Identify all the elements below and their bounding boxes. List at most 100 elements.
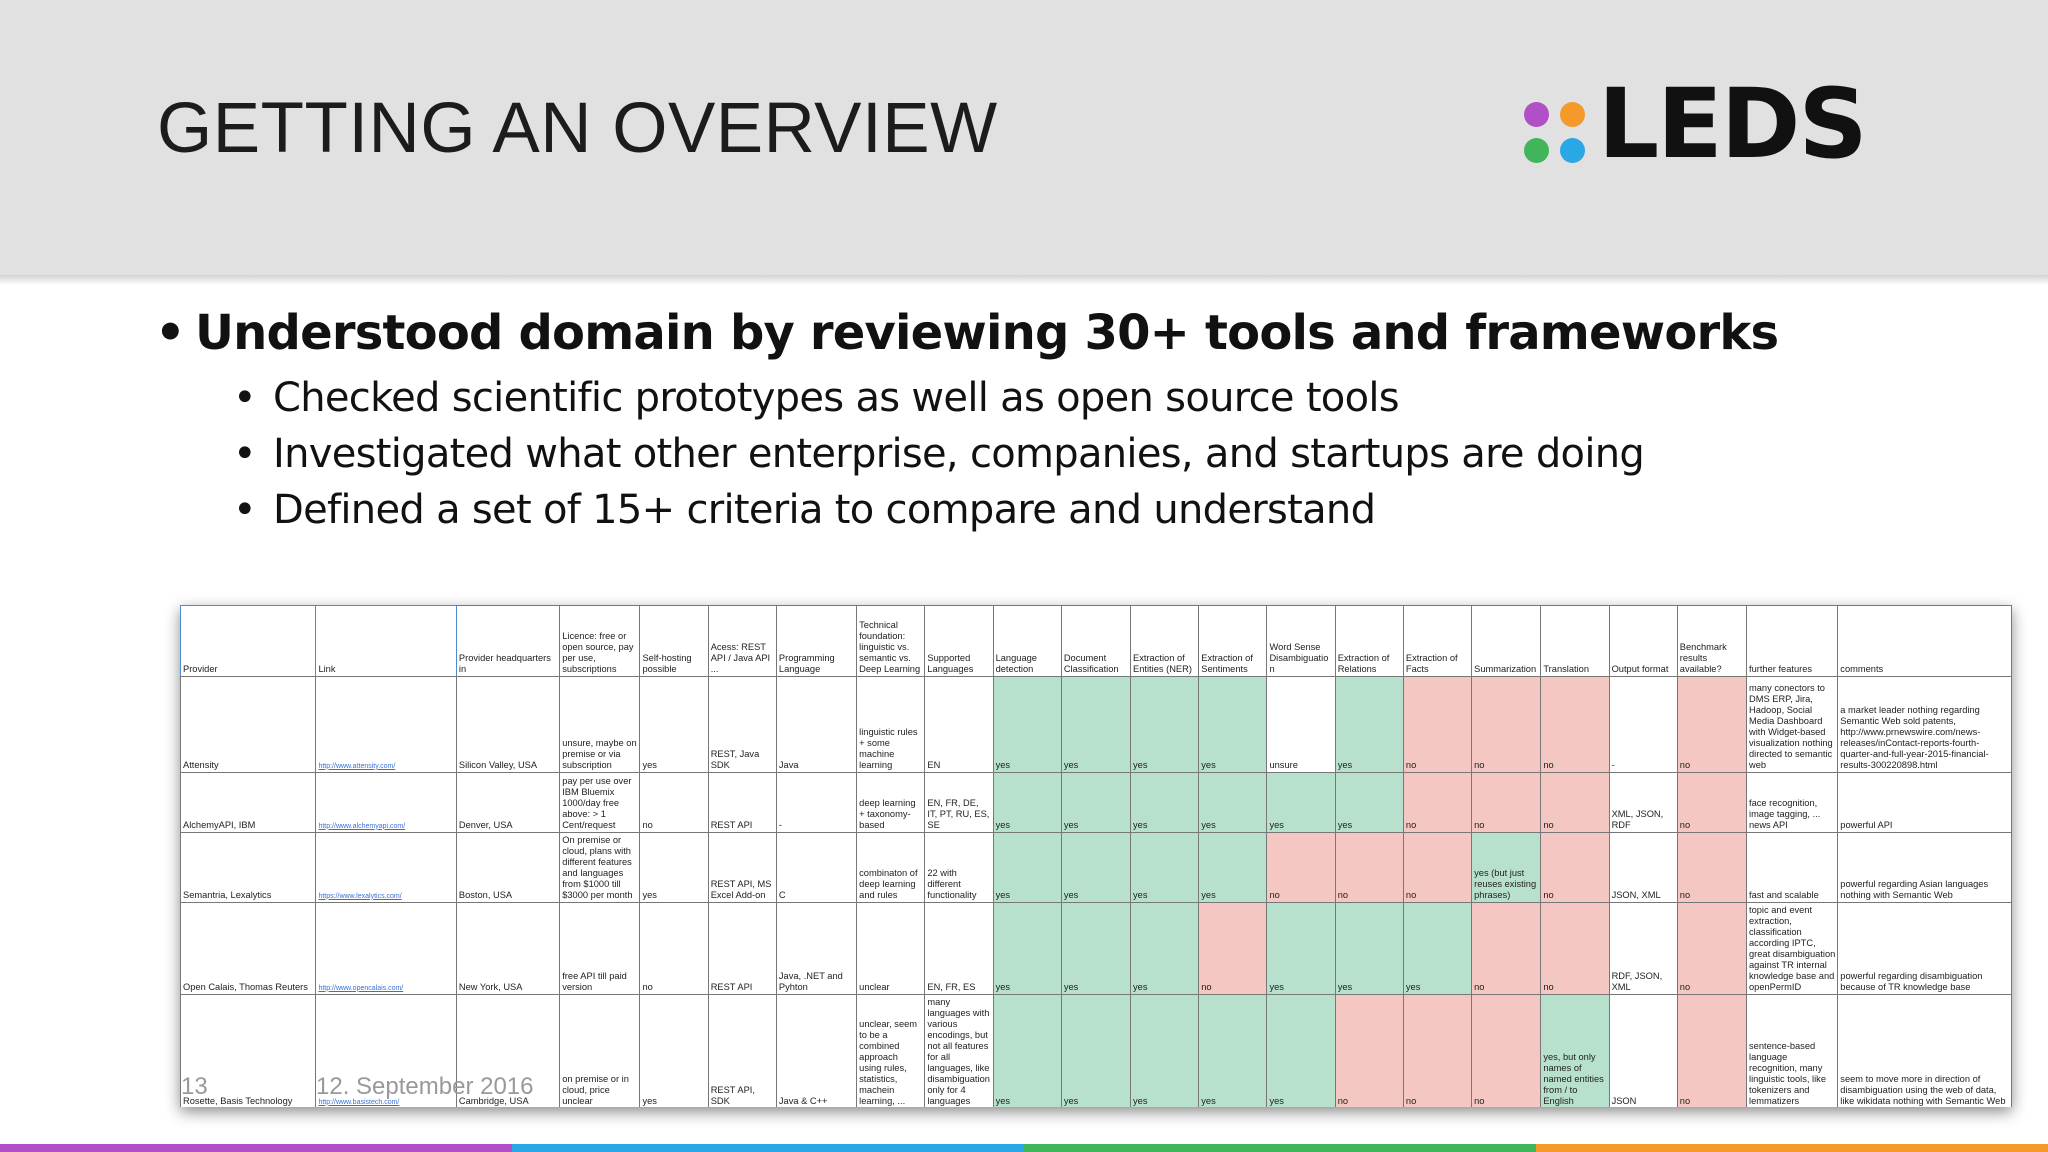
- table-cell: no: [1266, 832, 1336, 903]
- bullet-sub-text: Defined a set of 15+ criteria to compare…: [273, 487, 1376, 533]
- table-cell: yes: [1334, 772, 1404, 833]
- table-cell: REST API, SDK: [707, 994, 777, 1107]
- table-cell: Java: [775, 676, 858, 773]
- table-cell: no: [639, 772, 709, 833]
- table-header-cell: Acess: REST API / Java API ...: [707, 605, 777, 677]
- table-cell: no: [639, 902, 709, 995]
- logo-dot: [1560, 102, 1585, 127]
- provider-link[interactable]: http://www.alchemyapi.com/: [318, 822, 406, 830]
- table-cell: Java, .NET and Pyhton: [775, 902, 858, 995]
- table-cell: many conectors to DMS ERP, Jira, Hadoop,…: [1745, 676, 1839, 773]
- table-cell: unsure: [1266, 676, 1336, 773]
- table-header-cell: further features: [1745, 605, 1839, 677]
- table-cell: yes: [1060, 994, 1132, 1107]
- bullet-glyph: •: [233, 487, 257, 533]
- table-header-cell: Licence: free or open source, pay per us…: [559, 605, 641, 677]
- table-header-cell: Document Classification: [1060, 605, 1132, 677]
- table-header-cell: Word Sense Disambiguation: [1266, 605, 1336, 677]
- table-row: Rosette, Basis Technology http://www.basi…: [180, 994, 2012, 1107]
- table-cell: sentence-based language recognition, man…: [1745, 994, 1839, 1107]
- table-cell: 22 with different functionality: [924, 832, 994, 903]
- table-link-cell[interactable]: http://www.opencalais.com/: [315, 902, 457, 995]
- table-cell: a market leader nothing regarding Semant…: [1837, 676, 2012, 773]
- table-header-cell: Extraction of Relations: [1334, 605, 1404, 677]
- table-cell: EN, FR, ES: [924, 902, 994, 995]
- table-header-cell: Extraction of Sentiments: [1198, 605, 1268, 677]
- table-cell: yes: [1130, 676, 1200, 773]
- provider-link[interactable]: http://www.basistech.com/: [318, 1098, 400, 1106]
- table-cell: no: [1402, 994, 1473, 1107]
- table-cell: face recognition, image tagging, ... new…: [1745, 772, 1839, 833]
- table-cell: Attensity: [180, 676, 317, 773]
- table-cell: yes: [1130, 772, 1200, 833]
- table-cell: Boston, USA: [455, 832, 561, 903]
- table-cell: yes, but only names of named entities fr…: [1540, 994, 1610, 1107]
- table-cell: yes: [1402, 902, 1473, 995]
- table-header-cell: Supported Languages: [924, 605, 994, 677]
- table-cell: yes: [1266, 902, 1336, 995]
- table-cell: no: [1540, 772, 1610, 833]
- table-cell: yes: [639, 676, 709, 773]
- table-cell: no: [1676, 902, 1748, 995]
- table-cell: On premise or cloud, plans with differen…: [559, 832, 641, 903]
- bullet-sub-text: Investigated what other enterprise, comp…: [273, 431, 1645, 477]
- logo-dots-icon: [1524, 102, 1588, 166]
- bar-segment: [0, 1144, 512, 1152]
- table-row: Semantria, Lexalytics https://www.lexalyt…: [180, 832, 2012, 903]
- table-cell: AlchemyAPI, IBM: [180, 772, 317, 833]
- table-cell: on premise or in cloud, price unclear: [559, 994, 641, 1107]
- table-cell: no: [1471, 772, 1542, 833]
- table-header-cell: Translation: [1540, 605, 1610, 677]
- table-header-cell: Self-hosting possible: [639, 605, 709, 677]
- table-cell: no: [1676, 772, 1748, 833]
- logo-dot: [1524, 138, 1549, 163]
- header-band: [0, 0, 2048, 275]
- provider-link[interactable]: http://www.attensity.com/: [318, 762, 396, 770]
- table-link-cell[interactable]: https://www.lexalytics.com/: [315, 832, 457, 903]
- table-header-cell: Extraction of Entities (NER): [1130, 605, 1200, 677]
- table-header-cell: Extraction of Facts: [1402, 605, 1473, 677]
- bullet-main: • Understood domain by reviewing 30+ tool…: [155, 305, 1779, 361]
- table-cell: yes: [1266, 994, 1336, 1107]
- table-cell: no: [1676, 994, 1748, 1107]
- table-header-cell: Benchmark results available?: [1676, 605, 1748, 677]
- table-cell: combinaton of deep learning and rules: [856, 832, 926, 903]
- table-link-cell[interactable]: http://www.basistech.com/: [315, 994, 457, 1107]
- table-link-cell[interactable]: http://www.attensity.com/: [315, 676, 457, 773]
- table-cell: yes: [992, 676, 1062, 773]
- table-cell: REST, Java SDK: [707, 676, 777, 773]
- table-cell: powerful API: [1837, 772, 2012, 833]
- bullet-glyph: •: [233, 375, 257, 421]
- table-cell: C: [775, 832, 858, 903]
- bullet-sub: • Checked scientific prototypes as well a…: [233, 375, 1400, 421]
- provider-link[interactable]: https://www.lexalytics.com/: [318, 892, 402, 900]
- table-cell: unclear, seem to be a combined approach …: [856, 994, 926, 1107]
- table-cell: seem to move more in direction of disamb…: [1837, 994, 2012, 1107]
- table-row: Attensity http://www.attensity.com/Silico…: [180, 676, 2012, 773]
- table-cell: New York, USA: [455, 902, 561, 995]
- table-cell: EN, FR, DE, IT, PT, RU, ES, SE: [924, 772, 994, 833]
- provider-link[interactable]: http://www.opencalais.com/: [318, 984, 404, 992]
- table-header-cell: Language detection: [992, 605, 1062, 677]
- comparison-table-screenshot: Provider Link Provider headquarters in Lice…: [180, 605, 2012, 1107]
- table-cell: no: [1402, 832, 1473, 903]
- table-cell: no: [1676, 676, 1748, 773]
- table-cell: REST API: [707, 772, 777, 833]
- table-cell: RDF, JSON, XML: [1608, 902, 1678, 995]
- table-cell: many languages with various encodings, b…: [924, 994, 994, 1107]
- bullet-sub: • Investigated what other enterprise, com…: [233, 431, 1645, 477]
- table-cell: yes (but just reuses existing phrases): [1471, 832, 1542, 903]
- bottom-color-bar: [0, 1144, 2048, 1152]
- table-cell: yes: [1334, 676, 1404, 773]
- table-cell: yes: [992, 902, 1062, 995]
- table-cell: no: [1540, 902, 1610, 995]
- bullet-sub-text: Checked scientific prototypes as well as…: [273, 375, 1400, 421]
- table-cell: yes: [1198, 994, 1268, 1107]
- table-cell: free API till paid version: [559, 902, 641, 995]
- table-cell: no: [1334, 994, 1404, 1107]
- table-cell: yes: [992, 832, 1062, 903]
- bar-segment: [1536, 1144, 2048, 1152]
- table-header-cell: comments: [1837, 605, 2012, 677]
- table-link-cell[interactable]: http://www.alchemyapi.com/: [315, 772, 457, 833]
- bar-segment: [1024, 1144, 1536, 1152]
